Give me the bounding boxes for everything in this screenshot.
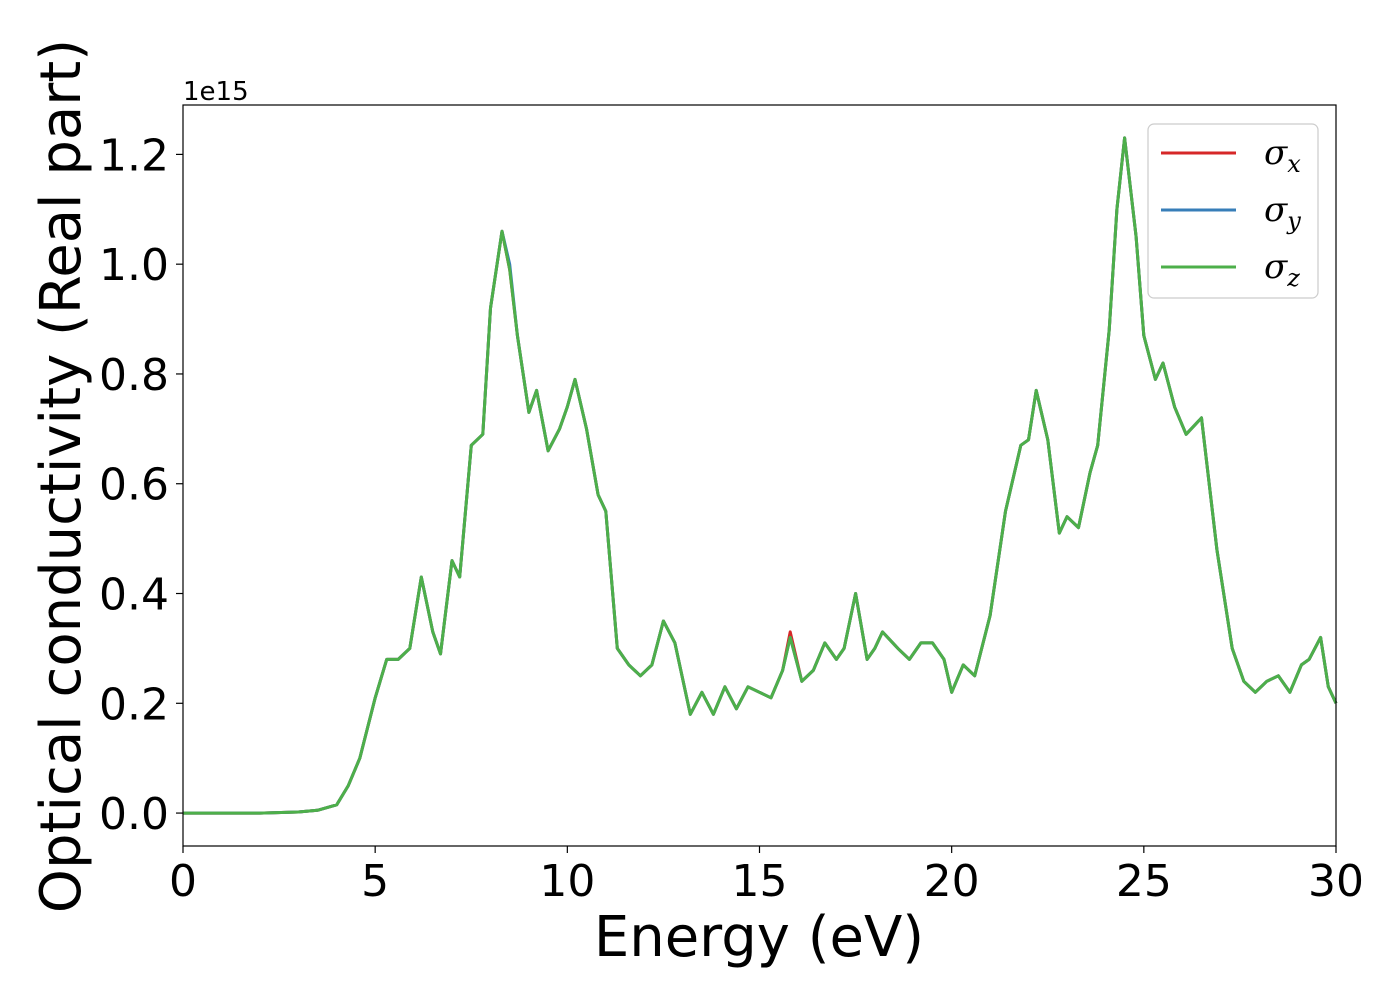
y-axis-label: Optical conductivity (Real part) bbox=[29, 39, 94, 913]
y-tick-label: 0.6 bbox=[99, 460, 169, 511]
y-axis-offset-label: 1e15 bbox=[183, 77, 249, 107]
x-tick-label: 25 bbox=[1116, 856, 1172, 907]
series-line-z bbox=[183, 136, 1338, 815]
x-tick-label: 0 bbox=[169, 856, 197, 907]
y-tick-label: 0.4 bbox=[99, 570, 169, 621]
x-tick-label: 15 bbox=[732, 856, 788, 907]
legend-label-z: σz bbox=[1264, 247, 1300, 292]
y-tick-label: 0.0 bbox=[99, 789, 169, 840]
y-tick-label: 0.8 bbox=[99, 350, 169, 401]
y-tick-label: 1.0 bbox=[99, 240, 169, 291]
y-tick-label: 0.2 bbox=[99, 679, 169, 730]
y-tick-label: 1.2 bbox=[99, 130, 169, 181]
x-axis-ticks: 0 5 10 15 20 25 30 bbox=[169, 846, 1364, 907]
legend-label-y: σy bbox=[1264, 190, 1301, 235]
x-tick-label: 5 bbox=[361, 856, 389, 907]
x-tick-label: 20 bbox=[924, 856, 980, 907]
x-tick-label: 30 bbox=[1308, 856, 1364, 907]
x-tick-label: 10 bbox=[539, 856, 595, 907]
series-layer bbox=[183, 136, 1338, 815]
x-axis-label: Energy (eV) bbox=[594, 905, 924, 970]
y-axis-ticks: 0.0 0.2 0.4 0.6 0.8 1.0 1.2 bbox=[99, 130, 183, 840]
legend: σx σy σz bbox=[1147, 123, 1319, 299]
legend-label-x: σx bbox=[1264, 133, 1301, 178]
